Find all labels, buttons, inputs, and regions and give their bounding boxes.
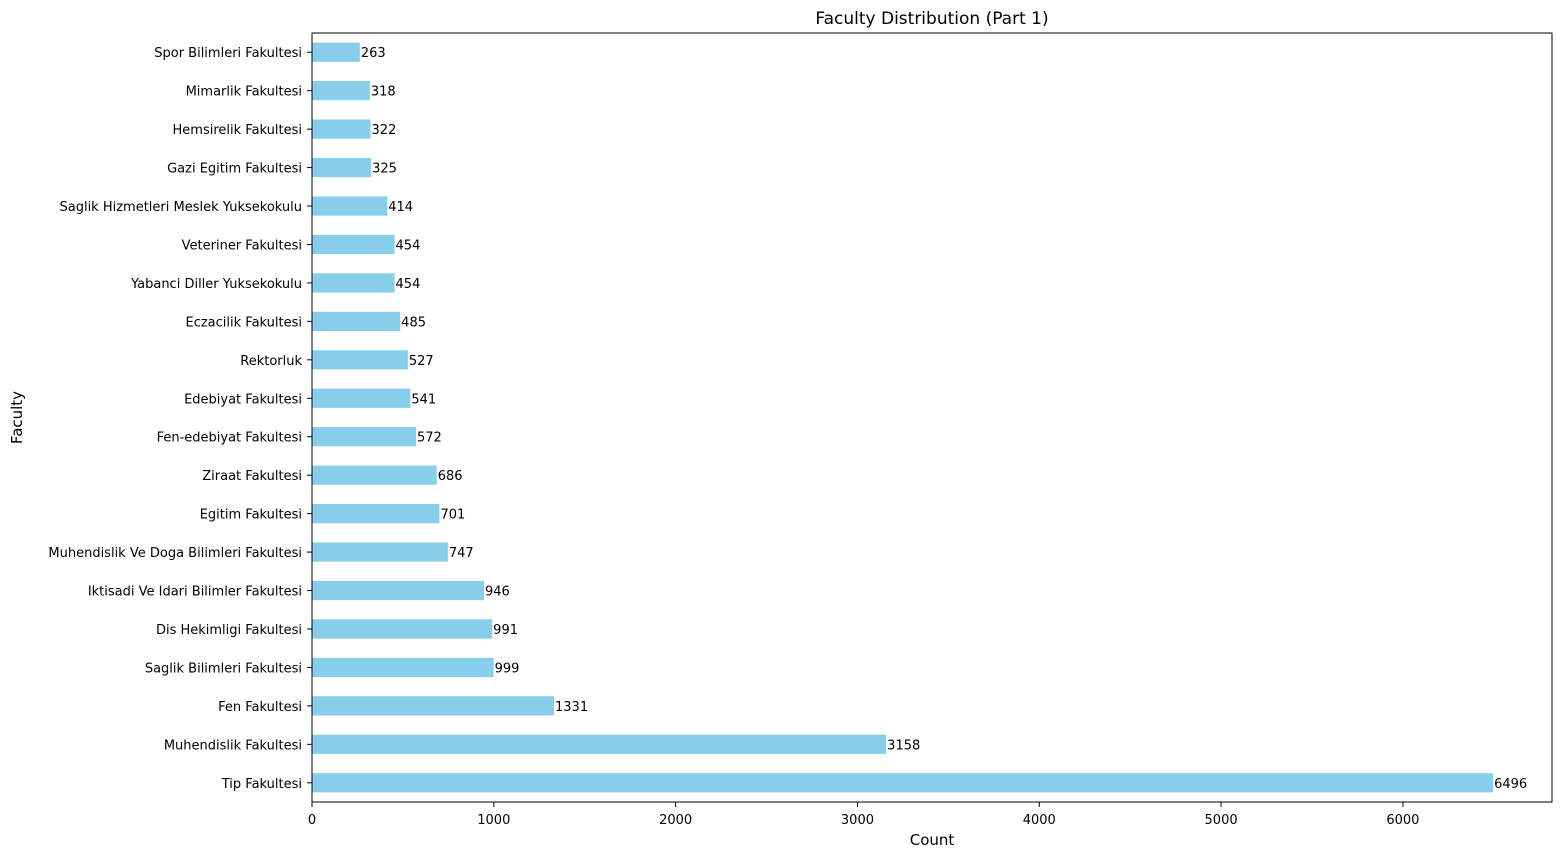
bar-value-labels: 6496 3158 1331 999 991 946 747 701 686 572 541 527 4… xyxy=(361,46,1527,792)
bar xyxy=(312,119,371,139)
y-tick-label: Hemsirelik Fakultesi xyxy=(173,123,302,138)
bar-value-label: 263 xyxy=(361,46,386,61)
x-tick-label: 5000 xyxy=(1205,813,1238,828)
bar-value-label: 686 xyxy=(438,469,463,484)
bar-value-label: 454 xyxy=(396,277,421,292)
bar-value-label: 322 xyxy=(372,123,397,138)
x-axis-ticks: 0 1000 2000 3000 4000 5000 6000 xyxy=(308,802,1419,828)
bar-value-label: 991 xyxy=(493,623,518,638)
bar-value-label: 454 xyxy=(396,238,421,253)
y-tick-label: Saglik Hizmetleri Meslek Yuksekokulu xyxy=(59,200,302,215)
bar xyxy=(312,157,372,178)
bar xyxy=(312,388,411,408)
bar-value-label: 701 xyxy=(440,508,465,523)
y-tick-label: Tip Fakultesi xyxy=(221,777,302,792)
bar-value-label: 318 xyxy=(371,85,396,100)
bar xyxy=(312,580,484,601)
bar xyxy=(312,350,408,370)
y-tick-label: Eczacilik Fakultesi xyxy=(185,315,302,330)
bar xyxy=(312,234,395,255)
bar-value-label: 3158 xyxy=(887,738,920,753)
x-tick-label: 2000 xyxy=(659,813,692,828)
y-tick-label: Muhendislik Fakultesi xyxy=(164,738,302,753)
y-tick-label: Yabanci Diller Yuksekokulu xyxy=(130,277,302,292)
bar xyxy=(312,542,448,562)
y-tick-label: Fen-edebiyat Fakultesi xyxy=(157,431,302,446)
bar-value-label: 1331 xyxy=(555,700,588,715)
x-tick-label: 4000 xyxy=(1023,813,1056,828)
y-tick-label: Fen Fakultesi xyxy=(218,700,302,715)
bar-value-label: 325 xyxy=(372,162,397,177)
bar xyxy=(312,273,395,293)
y-tick-label: Egitim Fakultesi xyxy=(200,508,302,523)
x-tick-label: 3000 xyxy=(841,813,874,828)
x-tick-label: 1000 xyxy=(477,813,510,828)
y-tick-label: Spor Bilimleri Fakultesi xyxy=(154,46,302,61)
bar xyxy=(312,696,554,716)
y-tick-label: Dis Hekimligi Fakultesi xyxy=(156,623,302,638)
y-tick-label: Ziraat Fakultesi xyxy=(202,469,302,484)
y-tick-label: Iktisadi Ve Idari Bilimler Fakultesi xyxy=(88,585,302,600)
bar xyxy=(312,196,388,216)
bar xyxy=(312,42,360,62)
bar-value-label: 541 xyxy=(411,392,436,407)
y-tick-label: Veteriner Fakultesi xyxy=(182,238,302,253)
bar-value-label: 999 xyxy=(495,661,520,676)
y-tick-label: Rektorluk xyxy=(240,354,302,369)
x-axis-label: Count xyxy=(910,831,955,849)
bar xyxy=(312,657,494,678)
bar xyxy=(312,465,437,485)
bar xyxy=(312,311,401,331)
y-tick-label: Mimarlik Fakultesi xyxy=(186,85,302,100)
bar xyxy=(312,619,493,639)
x-tick-label: 6000 xyxy=(1386,813,1419,828)
x-tick-label: 0 xyxy=(308,813,316,828)
y-tick-label: Edebiyat Fakultesi xyxy=(184,392,302,407)
bar-value-label: 946 xyxy=(485,585,510,600)
bar-value-label: 527 xyxy=(409,354,434,369)
bar xyxy=(312,427,416,447)
bar-value-label: 747 xyxy=(449,546,474,561)
bar xyxy=(312,81,370,101)
y-axis-label: Faculty xyxy=(8,391,26,444)
bar xyxy=(312,734,887,754)
bar-value-label: 414 xyxy=(388,200,413,215)
bar xyxy=(312,504,440,524)
plot-frame xyxy=(311,32,1553,803)
bar-value-label: 6496 xyxy=(1494,777,1527,792)
y-axis-ticks: Tip Fakultesi Muhendislik Fakultesi Fen Fa… xyxy=(48,46,312,792)
bar xyxy=(312,773,1494,793)
bars-group xyxy=(312,42,1494,793)
chart-title: Faculty Distribution (Part 1) xyxy=(815,9,1048,29)
bar-value-label: 572 xyxy=(417,431,442,446)
y-tick-label: Saglik Bilimleri Fakultesi xyxy=(145,661,302,676)
y-tick-label: Gazi Egitim Fakultesi xyxy=(167,162,302,177)
bar-value-label: 485 xyxy=(401,315,426,330)
y-tick-label: Muhendislik Ve Doga Bilimleri Fakultesi xyxy=(48,546,302,561)
